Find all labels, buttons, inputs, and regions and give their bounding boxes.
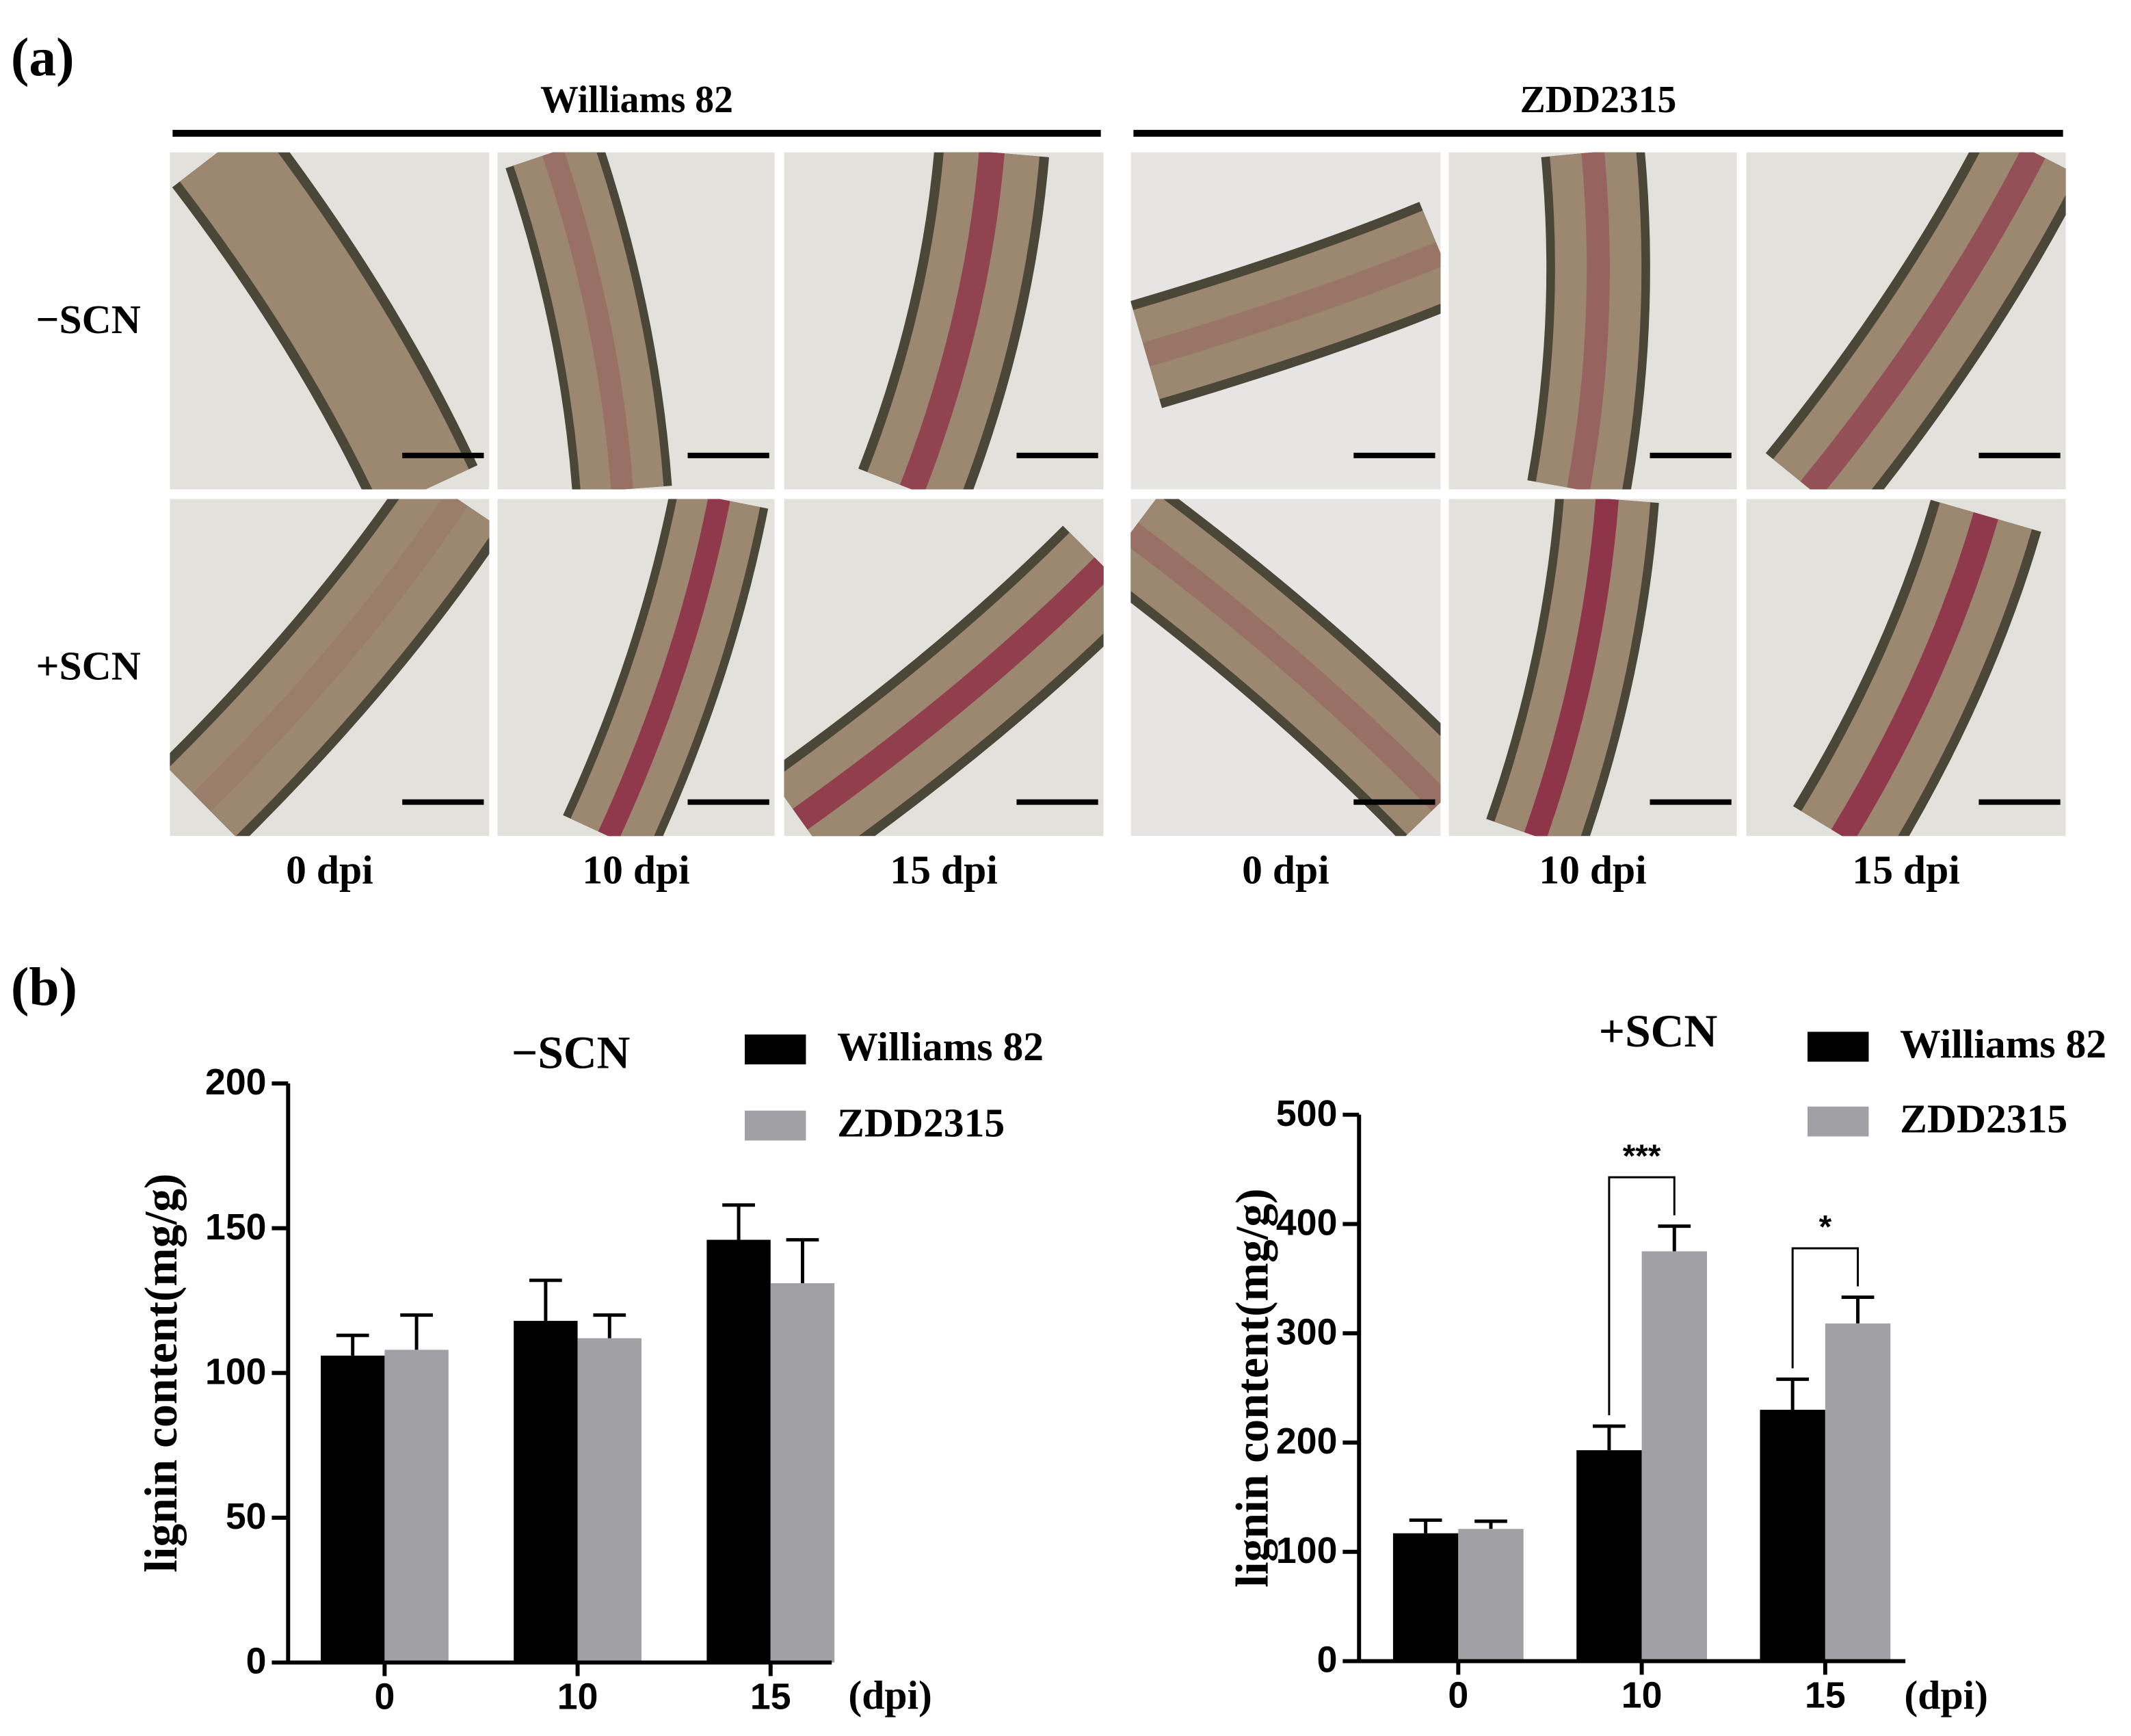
micrograph — [497, 152, 775, 490]
root-stele — [1831, 512, 1998, 837]
root-stele — [1524, 499, 1619, 837]
bar — [1576, 1450, 1642, 1661]
x-tick-label: 10 — [1622, 1674, 1663, 1715]
y-axis-label: lignin content(mg/g) — [135, 1174, 187, 1573]
panel-label: (a) — [11, 27, 75, 88]
significance-label: *** — [1623, 1138, 1661, 1174]
x-axis-unit: (dpi) — [1904, 1672, 1988, 1718]
micrograph — [784, 152, 1104, 490]
column-label: 15 dpi — [1852, 847, 1959, 893]
micrograph — [1130, 152, 1441, 490]
bar — [1458, 1529, 1524, 1661]
y-tick-label: 100 — [205, 1351, 267, 1392]
y-tick-label: 500 — [1276, 1093, 1338, 1134]
root-stele — [1130, 523, 1441, 811]
y-tick-label: 50 — [226, 1496, 267, 1537]
column-label: 10 dpi — [1539, 847, 1646, 893]
micrograph — [1746, 499, 2066, 837]
x-tick-label: 0 — [374, 1676, 395, 1717]
panel-label: (b) — [11, 957, 77, 1017]
x-tick-label: 0 — [1448, 1674, 1468, 1715]
y-axis-label: lignin content(mg/g) — [1227, 1188, 1278, 1588]
bar — [1825, 1323, 1891, 1661]
column-label: 0 dpi — [1242, 847, 1329, 893]
column-label: 15 dpi — [890, 847, 997, 893]
root-tissue — [1535, 152, 1642, 490]
root-tissue — [179, 152, 469, 490]
root-stele — [793, 557, 1104, 830]
root-stele — [542, 152, 633, 490]
significance-bracket — [1608, 1176, 1676, 1416]
legend-label: ZDD2315 — [1900, 1096, 2067, 1141]
bar — [514, 1321, 578, 1663]
micrograph — [784, 499, 1104, 837]
y-tick-label: 300 — [1276, 1311, 1338, 1352]
x-tick-label: 10 — [557, 1676, 598, 1717]
bar — [706, 1239, 771, 1663]
x-tick-label: 15 — [1805, 1674, 1846, 1715]
row-label: +SCN — [36, 644, 141, 689]
root-stele — [192, 499, 468, 812]
root-stele — [1142, 241, 1441, 367]
micrograph — [170, 152, 490, 490]
root-stele — [598, 499, 730, 837]
column-label: 10 dpi — [582, 847, 689, 893]
chart-title: −SCN — [512, 1027, 631, 1079]
legend-swatch — [745, 1110, 806, 1141]
column-label: 0 dpi — [286, 847, 373, 893]
legend-label: Williams 82 — [1900, 1021, 2106, 1066]
bar — [1641, 1251, 1707, 1661]
legend-swatch — [1808, 1106, 1869, 1137]
y-tick-label: 0 — [1317, 1640, 1338, 1681]
micrograph — [1130, 499, 1441, 837]
micrograph — [497, 499, 775, 837]
legend-label: ZDD2315 — [837, 1100, 1005, 1145]
x-tick-label: 15 — [750, 1676, 791, 1717]
y-tick-label: 400 — [1276, 1202, 1338, 1244]
bar — [1392, 1533, 1459, 1661]
root-tissue — [1133, 210, 1441, 399]
significance-bracket — [1791, 1247, 1859, 1369]
root-stele — [900, 152, 1005, 490]
root-tissue — [170, 499, 490, 837]
y-tick-label: 200 — [205, 1062, 267, 1103]
y-tick-label: 150 — [205, 1207, 267, 1248]
micrograph — [1746, 152, 2066, 490]
y-tick-label: 200 — [1276, 1421, 1338, 1462]
legend-swatch — [745, 1034, 806, 1065]
root-tissue — [513, 152, 664, 490]
root-stele — [1567, 152, 1610, 490]
row-label: −SCN — [36, 297, 141, 342]
group-label: Williams 82 — [540, 79, 733, 121]
micrograph — [170, 499, 490, 837]
bar — [577, 1338, 641, 1663]
group-label: ZDD2315 — [1520, 79, 1677, 121]
root-stele — [1800, 152, 2046, 490]
micrograph — [1448, 152, 1737, 490]
bar — [1760, 1410, 1825, 1661]
chart-title: +SCN — [1599, 1005, 1718, 1057]
y-tick-label: 0 — [246, 1641, 267, 1682]
micrograph — [1448, 499, 1737, 837]
significance-label: * — [1819, 1209, 1832, 1246]
legend-label: Williams 82 — [837, 1024, 1044, 1069]
legend-swatch — [1808, 1031, 1869, 1062]
bar — [320, 1355, 385, 1663]
root-tissue — [1130, 499, 1441, 835]
bar — [770, 1283, 835, 1663]
x-axis-unit: (dpi) — [848, 1672, 932, 1718]
y-tick-label: 100 — [1276, 1530, 1338, 1571]
bar — [384, 1350, 449, 1663]
